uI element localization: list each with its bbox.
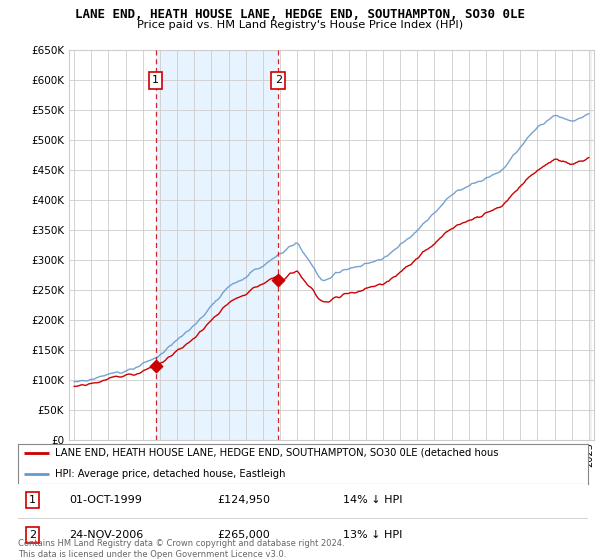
Text: 13% ↓ HPI: 13% ↓ HPI (343, 530, 402, 540)
Text: 1: 1 (29, 495, 36, 505)
Text: £124,950: £124,950 (218, 495, 271, 505)
Text: 2: 2 (29, 530, 36, 540)
Text: 14% ↓ HPI: 14% ↓ HPI (343, 495, 403, 505)
Text: £265,000: £265,000 (218, 530, 270, 540)
Point (151, 362, 160, 371)
Text: 24-NOV-2006: 24-NOV-2006 (70, 530, 143, 540)
Bar (155, 50, 278, 440)
Text: 2: 2 (275, 76, 282, 85)
Text: Price paid vs. HM Land Registry's House Price Index (HPI): Price paid vs. HM Land Registry's House … (137, 20, 463, 30)
Bar (589, 50, 592, 440)
Point (274, 276, 283, 285)
Text: HPI: Average price, detached house, Eastleigh: HPI: Average price, detached house, East… (55, 469, 286, 479)
Text: Contains HM Land Registry data © Crown copyright and database right 2024.
This d: Contains HM Land Registry data © Crown c… (18, 539, 344, 559)
Text: LANE END, HEATH HOUSE LANE, HEDGE END, SOUTHAMPTON, SO30 0LE: LANE END, HEATH HOUSE LANE, HEDGE END, S… (75, 8, 525, 21)
Text: 1: 1 (152, 76, 159, 85)
Text: LANE END, HEATH HOUSE LANE, HEDGE END, SOUTHAMPTON, SO30 0LE (detached hous: LANE END, HEATH HOUSE LANE, HEDGE END, S… (55, 448, 499, 458)
Text: 01-OCT-1999: 01-OCT-1999 (70, 495, 142, 505)
